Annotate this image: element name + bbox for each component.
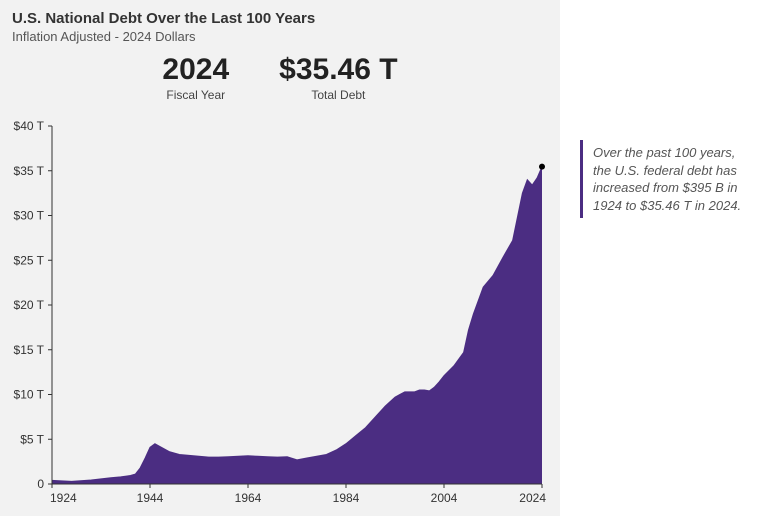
- x-tick-label: 1964: [235, 491, 262, 505]
- area-chart-svg: 0 $5 T $10 T $15 T $20 T $25 T $30 T $35 T $40 T…: [0, 118, 560, 516]
- area-fill: [52, 167, 542, 484]
- callout-text: Over the past 100 years, the U.S. federa…: [593, 144, 752, 214]
- x-tick-label: 1984: [333, 491, 360, 505]
- stats-row: 2024 Fiscal Year $35.46 T Total Debt: [12, 54, 548, 102]
- y-tick-label: $30 T: [14, 209, 45, 223]
- stat-year-value: 2024: [162, 54, 229, 86]
- x-tick-label: 2004: [431, 491, 458, 505]
- y-tick-label: $40 T: [14, 119, 45, 133]
- x-tick-label: 1924: [50, 491, 77, 505]
- stat-debt: $35.46 T Total Debt: [279, 54, 397, 102]
- stat-debt-label: Total Debt: [279, 88, 397, 102]
- chart-title: U.S. National Debt Over the Last 100 Yea…: [12, 10, 548, 27]
- stat-year-label: Fiscal Year: [162, 88, 229, 102]
- y-tick-label: $10 T: [14, 388, 45, 402]
- side-panel: [560, 0, 768, 516]
- stat-year: 2024 Fiscal Year: [162, 54, 229, 102]
- y-tick-label: $35 T: [14, 164, 45, 178]
- y-tick-label: $15 T: [14, 343, 45, 357]
- y-tick-label: $25 T: [14, 253, 45, 267]
- end-marker-dot: [539, 164, 545, 170]
- x-tick-label: 1944: [137, 491, 164, 505]
- stat-debt-value: $35.46 T: [279, 54, 397, 86]
- chart-subtitle: Inflation Adjusted - 2024 Dollars: [12, 29, 548, 44]
- y-tick-label: 0: [37, 477, 44, 491]
- y-tick-label: $20 T: [14, 298, 45, 312]
- area-chart: 0 $5 T $10 T $15 T $20 T $25 T $30 T $35 T $40 T…: [0, 118, 560, 516]
- y-tick-label: $5 T: [20, 432, 44, 446]
- callout-box: Over the past 100 years, the U.S. federa…: [580, 140, 752, 218]
- chart-panel: U.S. National Debt Over the Last 100 Yea…: [0, 0, 560, 516]
- x-tick-label: 2024: [519, 491, 546, 505]
